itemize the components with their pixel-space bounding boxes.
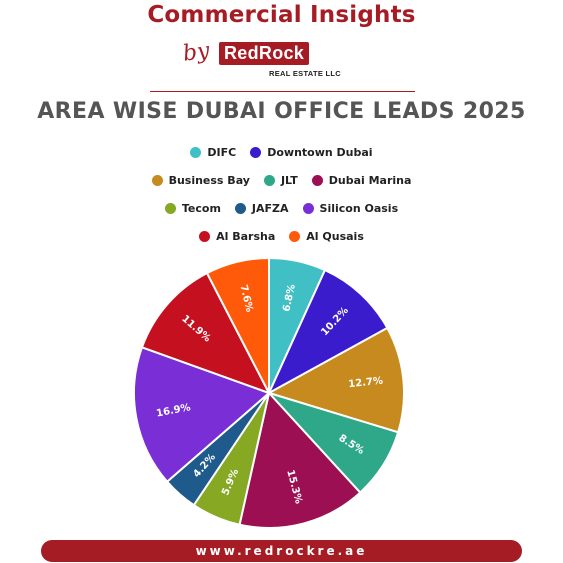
legend-item: Silicon Oasis [302,201,399,215]
legend-label: DIFC [207,145,237,159]
pie-slice [266,268,389,396]
pie-slice [205,256,270,394]
legend-label: Al Barsha [216,229,276,243]
legend-item: DIFC [190,146,236,159]
legend-label: Al Qusais [306,229,364,243]
legend-swatch [311,174,323,186]
legend-item: Dubai Marina [311,173,412,187]
legend-swatch [234,202,246,214]
header-title: Commercial Insights [147,2,416,28]
legend-item: Business Bay [151,173,250,187]
legend-item: JAFZA [234,201,289,215]
legend-row: Business Bay JLT Dubai Marina [0,171,563,189]
legend-item: Tecom [164,201,221,215]
legend-item: Al Qusais [289,230,364,243]
legend-row: Tecom JAFZA Silicon Oasis [0,199,563,217]
legend-swatch [164,202,176,214]
slice-label: 12.7% [348,376,384,391]
legend-label: Tecom [181,201,221,215]
header-divider [150,91,415,92]
legend-swatch [151,174,163,186]
legend-label: JLT [280,173,298,187]
legend-label: Business Bay [168,173,250,187]
legend-swatch [250,146,262,158]
brand-subtitle: REAL ESTATE LLC [269,69,341,78]
website-link[interactable]: www.redrockre.ae [41,540,522,562]
legend-label: JAFZA [251,201,289,215]
brand-logo: by RedRock REAL ESTATE LLC [0,36,563,84]
legend-item: Downtown Dubai [250,145,373,159]
legend-swatch [199,230,211,242]
legend-row: Al Barsha Al Qusais [0,227,563,245]
pie-slice [238,390,362,529]
legend-swatch [289,230,301,242]
legend-swatch [302,202,314,214]
legend-item: JLT [263,173,298,187]
brand-name: RedRock [219,42,310,65]
pie-slice [140,271,272,395]
legend-label: Dubai Marina [328,173,412,187]
legend-swatch [263,174,275,186]
pie-slice [266,326,405,434]
legend-label: Downtown Dubai [267,145,373,159]
legend-swatch [190,146,202,158]
legend-label: Silicon Oasis [319,201,399,215]
chart-title: AREA WISE DUBAI OFFICE LEADS 2025 [37,99,526,124]
legend-item: Al Barsha [199,230,275,243]
legend-row: DIFC Downtown Dubai [0,143,563,161]
